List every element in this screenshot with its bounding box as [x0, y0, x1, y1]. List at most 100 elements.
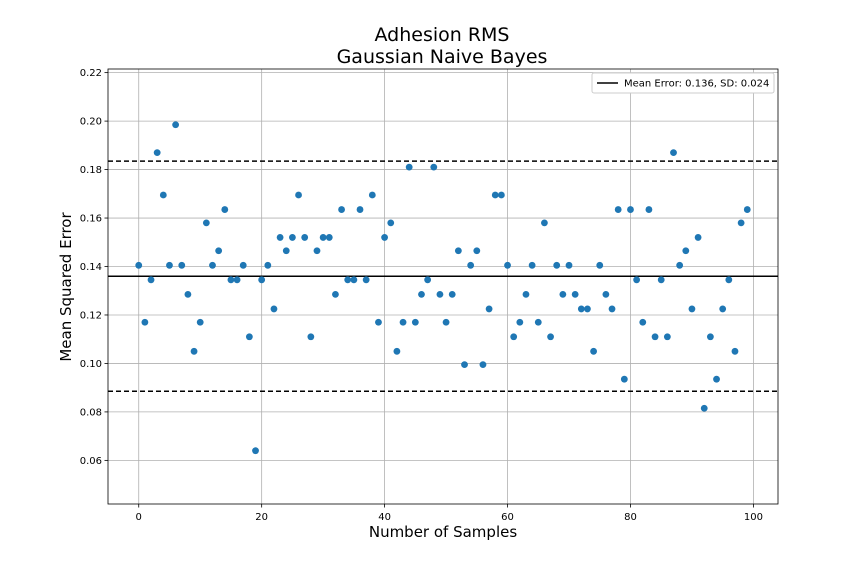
data-point	[196, 318, 204, 326]
data-point	[289, 234, 296, 241]
data-point	[264, 261, 272, 269]
data-point	[541, 219, 548, 227]
data-point	[172, 121, 180, 129]
chart-subtitle: Gaussian Naive Bayes	[337, 46, 548, 68]
y-tick-label: 0.20	[80, 117, 102, 128]
legend-label: Mean Error: 0.136, SD: 0.024	[624, 79, 769, 90]
data-point	[344, 276, 352, 284]
data-point	[362, 276, 370, 284]
data-point	[393, 347, 401, 355]
data-point	[743, 206, 751, 213]
data-point	[184, 290, 192, 298]
y-tick-label: 0.18	[80, 165, 102, 176]
data-point	[571, 290, 579, 298]
data-point	[338, 206, 345, 213]
data-point	[411, 318, 419, 326]
data-point	[639, 318, 647, 326]
data-point	[424, 276, 432, 284]
data-point	[245, 333, 253, 341]
data-point	[479, 361, 487, 369]
x-tick-label: 0	[136, 512, 142, 523]
plot-frame	[107, 68, 779, 505]
data-point	[516, 318, 524, 326]
data-point	[135, 261, 143, 269]
y-tick-label: 0.14	[80, 262, 102, 273]
data-point	[719, 305, 727, 313]
data-point	[209, 261, 216, 269]
data-point	[510, 333, 518, 341]
data-point	[602, 290, 610, 298]
data-point	[405, 163, 413, 171]
data-point	[332, 290, 339, 298]
data-point	[645, 206, 653, 213]
grid	[108, 69, 778, 504]
data-point	[313, 247, 321, 255]
data-point	[387, 219, 395, 227]
data-point	[356, 206, 364, 213]
data-point	[233, 276, 241, 284]
data-point	[713, 375, 720, 383]
data-point	[399, 318, 407, 326]
data-point	[528, 261, 536, 269]
data-point	[258, 276, 266, 284]
data-point	[682, 247, 690, 255]
data-point	[461, 361, 468, 369]
data-point	[731, 347, 739, 355]
data-point	[442, 318, 450, 326]
data-point	[657, 276, 665, 284]
axis-ticks: 0 20 40 60 80 100 0.06 0.08 0.10 0.12 0.14 0.16 0.18…	[80, 68, 763, 523]
data-point	[202, 219, 210, 227]
data-point	[491, 191, 499, 199]
data-point	[430, 163, 438, 171]
data-point	[368, 191, 376, 199]
data-point	[252, 447, 259, 455]
data-point	[590, 347, 597, 355]
data-point	[418, 290, 425, 298]
data-point	[375, 318, 382, 326]
data-point	[627, 206, 634, 213]
data-point	[301, 234, 309, 241]
y-tick-label: 0.06	[80, 456, 102, 467]
data-point	[614, 206, 622, 213]
data-point	[473, 247, 481, 255]
data-point	[282, 247, 290, 255]
data-point	[178, 261, 186, 269]
data-point	[584, 305, 591, 313]
data-point	[454, 247, 462, 255]
data-point	[467, 261, 475, 269]
data-point	[534, 318, 542, 326]
data-point	[694, 234, 702, 241]
reference-lines	[108, 160, 778, 393]
data-point	[577, 305, 585, 313]
data-point	[620, 375, 628, 383]
data-point	[436, 290, 444, 298]
data-point	[325, 234, 333, 241]
data-point	[381, 234, 389, 241]
y-tick-label: 0.12	[80, 310, 102, 321]
data-point	[159, 191, 167, 199]
x-axis-label: Number of Samples	[369, 523, 517, 541]
data-point	[706, 333, 714, 341]
y-tick-label: 0.22	[80, 68, 102, 79]
data-point	[295, 191, 302, 199]
y-tick-label: 0.16	[80, 214, 102, 225]
data-point	[565, 261, 573, 269]
data-point	[147, 276, 155, 284]
data-point	[166, 261, 173, 269]
data-point	[596, 261, 604, 269]
y-tick-label: 0.08	[80, 407, 102, 418]
data-point	[651, 333, 659, 341]
y-axis-label: Mean Squared Error	[57, 212, 75, 362]
data-point	[700, 404, 708, 412]
data-point	[497, 191, 505, 199]
chart-title: Adhesion RMS	[375, 24, 510, 46]
legend-box	[591, 72, 775, 94]
x-tick-label: 100	[744, 512, 763, 523]
data-point	[608, 305, 616, 313]
data-point	[663, 333, 671, 341]
data-point	[504, 261, 511, 269]
data-point	[485, 305, 493, 313]
data-point	[670, 149, 677, 157]
data-point	[153, 149, 161, 157]
